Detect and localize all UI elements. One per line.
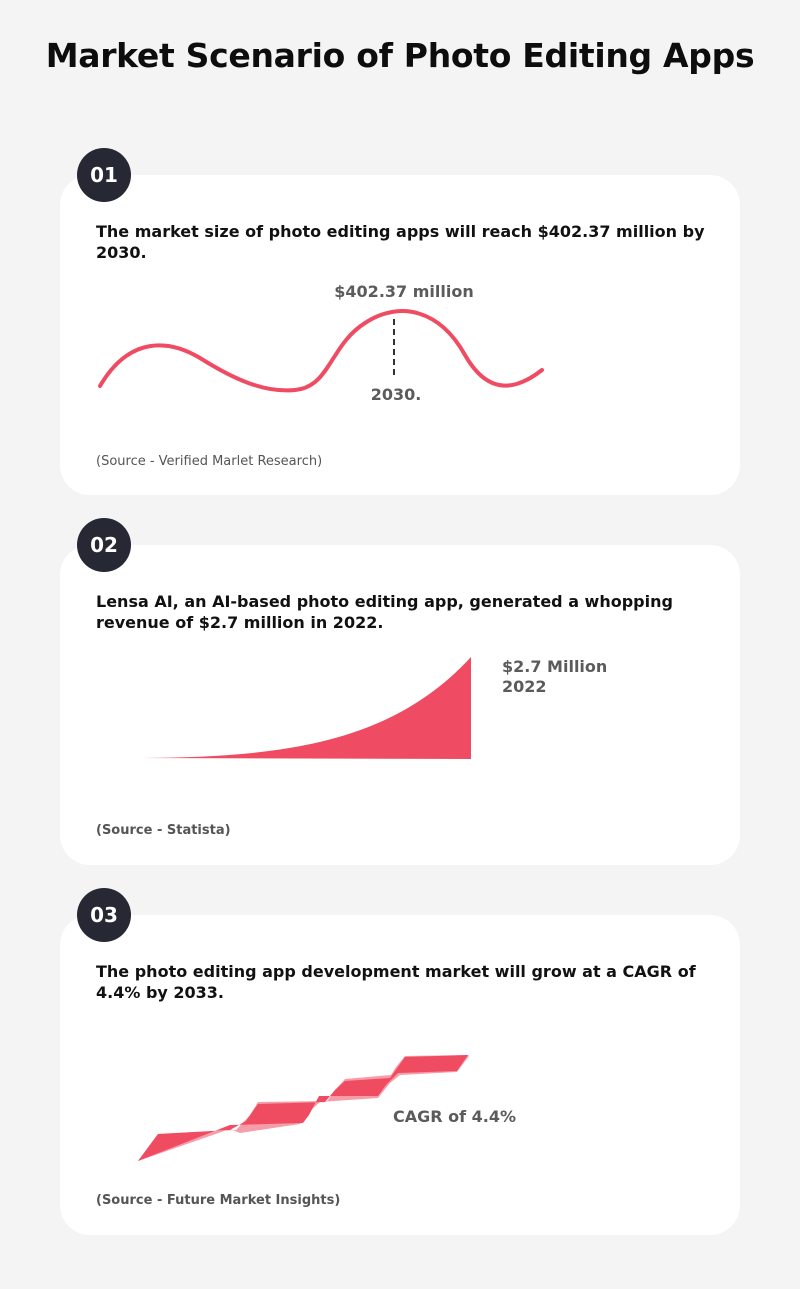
card-2-growth-chart: $2.7 Million 2022 xyxy=(140,657,607,759)
card-1-source: (Source - Verified Marlet Research) xyxy=(96,454,323,469)
card-1-statement: The market size of photo editing apps wi… xyxy=(96,222,705,262)
card-3-badge: 03 xyxy=(77,888,131,942)
wave-line xyxy=(98,309,544,393)
growth-area xyxy=(140,657,471,759)
card-2-source: (Source - Statista) xyxy=(96,823,231,838)
stat-card-1: The market size of photo editing apps wi… xyxy=(60,175,740,495)
card-1-wave-chart: $402.37 million 2030. xyxy=(98,282,544,404)
cagr-label: CAGR of 4.4% xyxy=(393,1107,516,1126)
stat-card-3: The photo editing app development market… xyxy=(60,915,740,1235)
card-3-source: (Source - Future Market Insights) xyxy=(96,1193,341,1208)
stat-card-2: Lensa AI, an AI-based photo editing app,… xyxy=(60,545,740,865)
cagr-ribbon-lower xyxy=(138,1055,469,1161)
card-3-statement: The photo editing app development market… xyxy=(96,962,696,1002)
revenue-year-label: 2022 xyxy=(502,677,547,696)
card-1-badge: 01 xyxy=(77,148,131,202)
revenue-value-label: $2.7 Million xyxy=(502,657,607,676)
card-3-step-chart: CAGR of 4.4% xyxy=(138,1055,516,1161)
peak-value-label: $402.37 million xyxy=(334,282,473,301)
card-2-statement: Lensa AI, an AI-based photo editing app,… xyxy=(96,592,673,632)
card-2-badge: 02 xyxy=(77,518,131,572)
page-title: Market Scenario of Photo Editing Apps xyxy=(45,36,755,75)
peak-year-label: 2030. xyxy=(371,385,422,404)
